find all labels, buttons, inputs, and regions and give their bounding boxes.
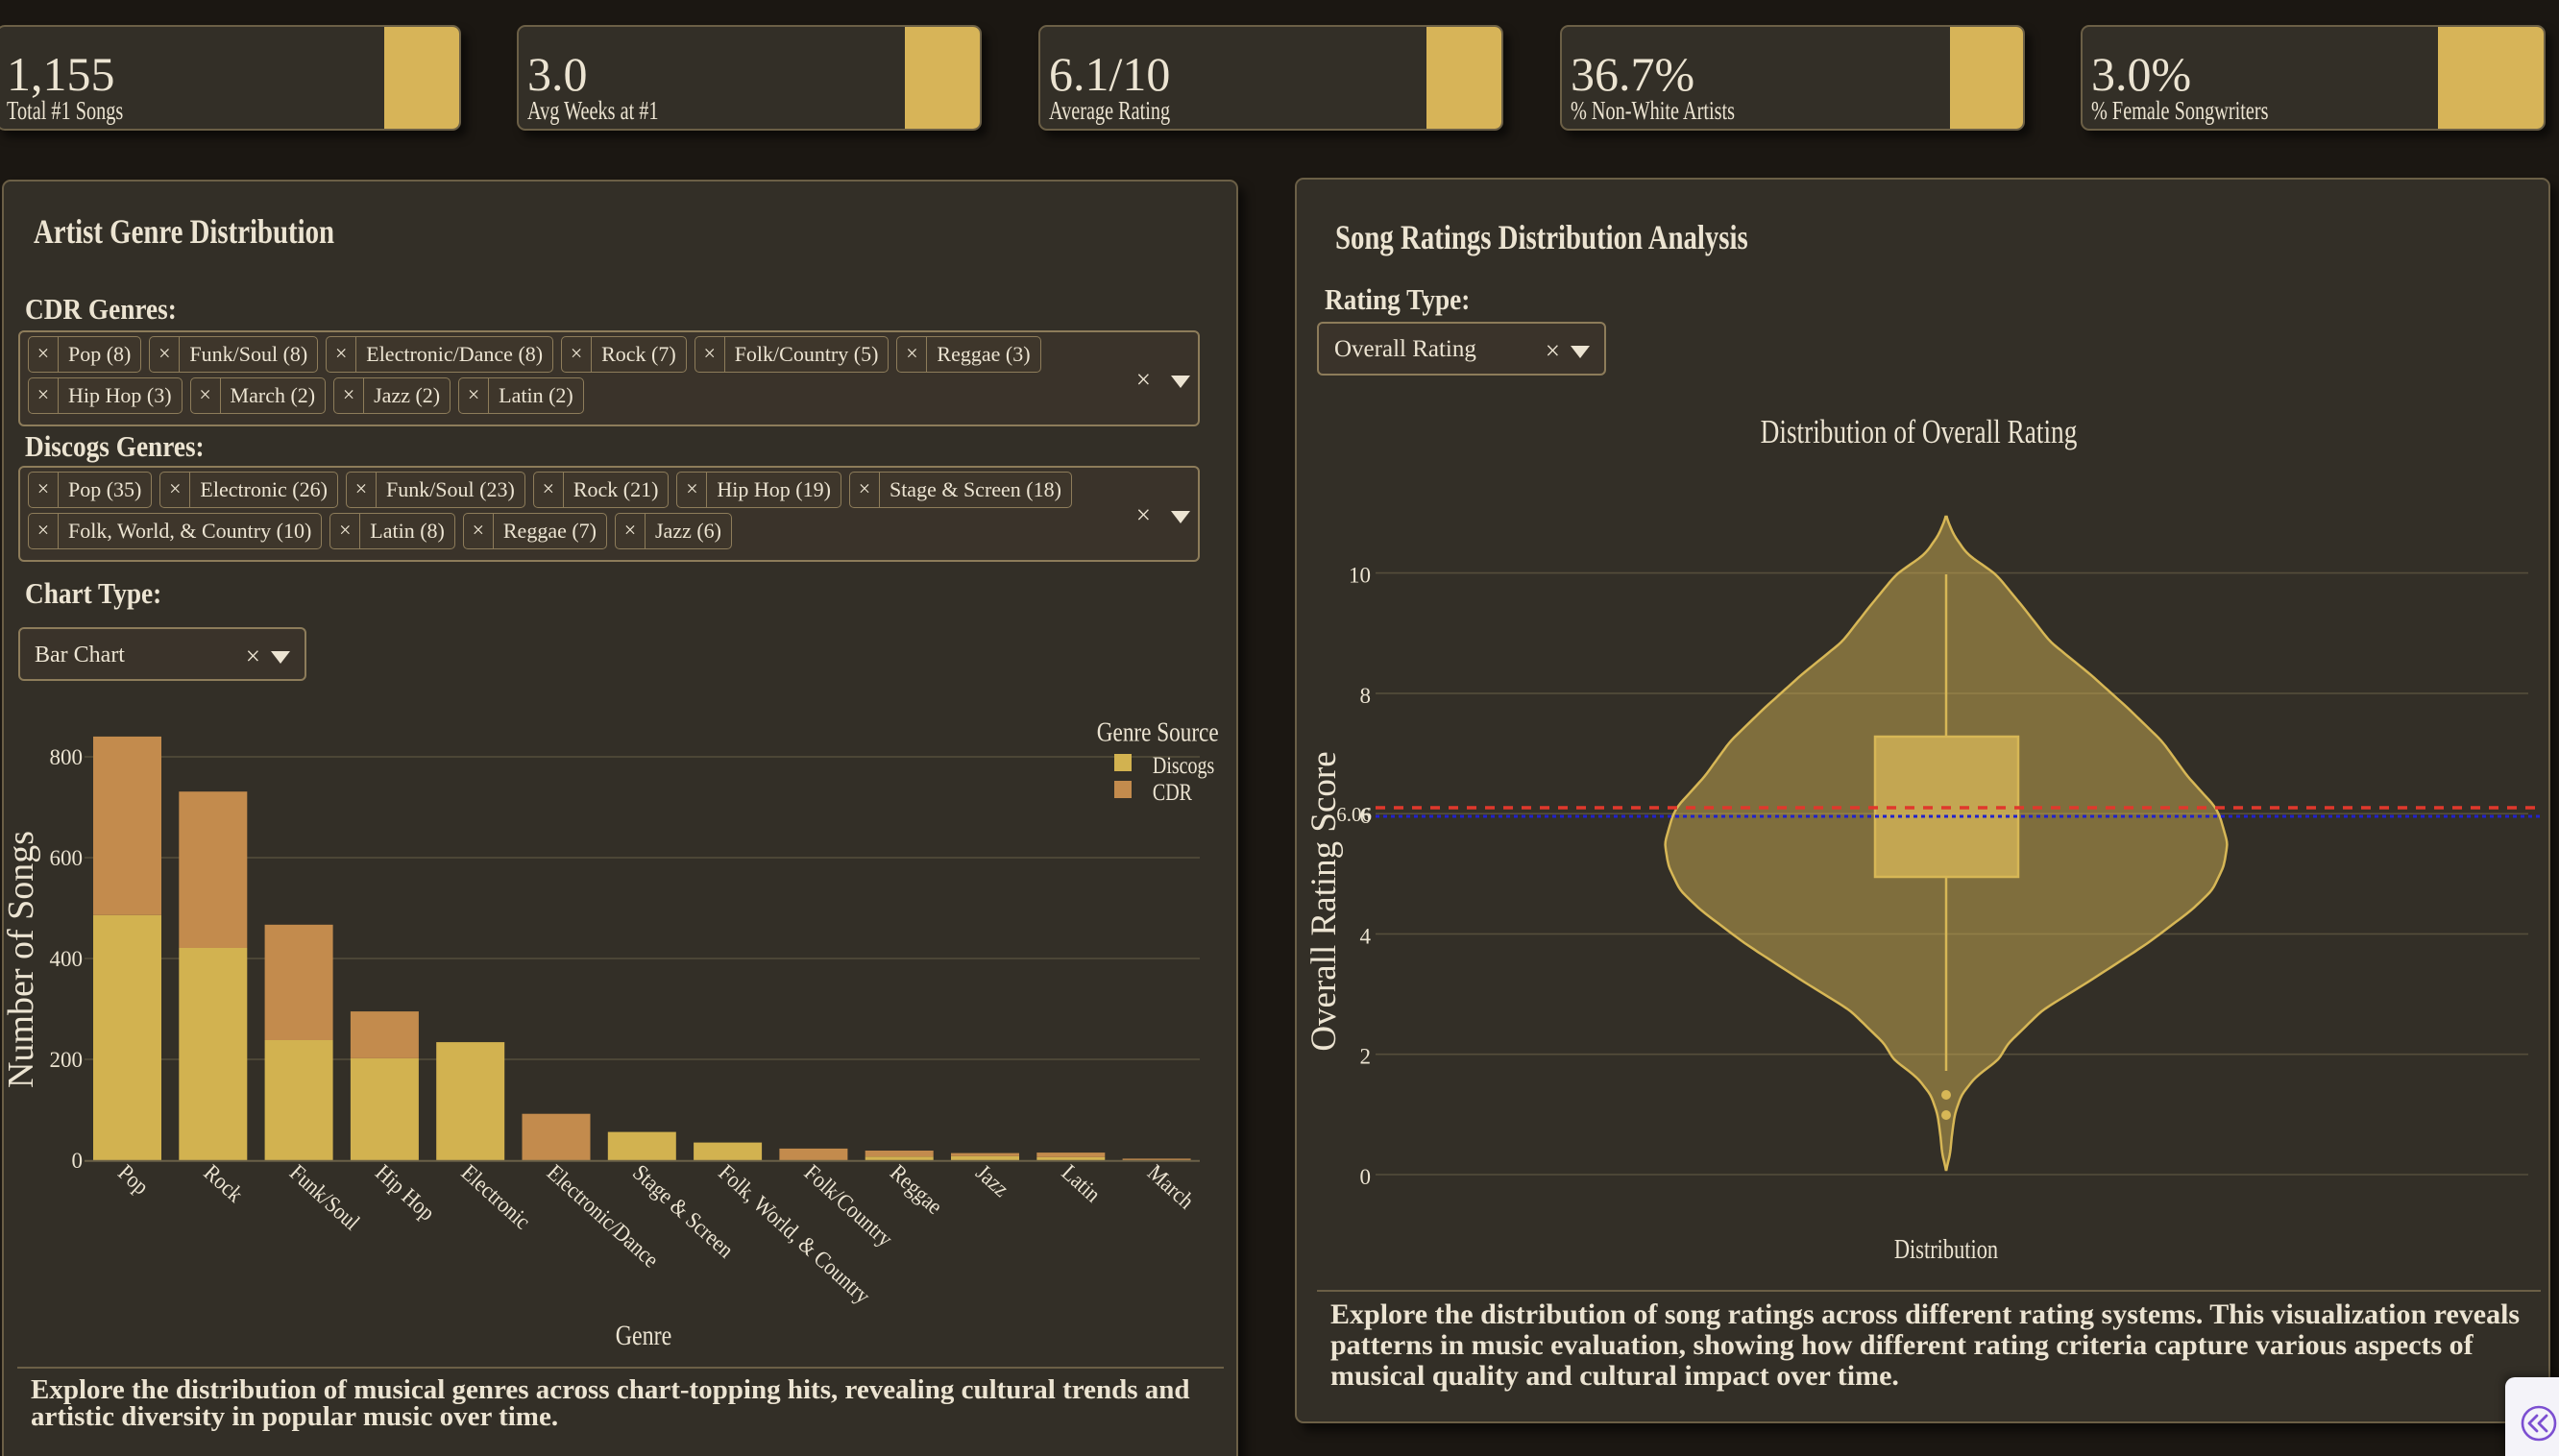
svg-text:400: 400 [50,947,84,971]
svg-text:Reggae: Reggae [886,1159,948,1219]
svg-text:Number of Songs: Number of Songs [4,831,41,1088]
svg-text:Folk, World, & Country: Folk, World, & Country [714,1159,876,1309]
svg-text:Discogs: Discogs [1153,752,1214,779]
svg-text:6.06: 6.06 [1336,803,1372,826]
svg-text:0: 0 [1360,1165,1372,1189]
svg-text:Distribution: Distribution [1894,1235,1999,1265]
svg-text:10: 10 [1349,564,1371,588]
svg-text:Electronic: Electronic [456,1159,535,1234]
svg-text:4: 4 [1360,924,1372,948]
svg-text:800: 800 [50,745,84,769]
svg-text:CDR: CDR [1153,779,1193,806]
svg-text:8: 8 [1360,684,1372,708]
svg-text:March: March [1143,1159,1200,1214]
svg-text:Hip Hop: Hip Hop [371,1159,440,1225]
svg-text:0: 0 [72,1149,84,1173]
svg-text:2: 2 [1360,1045,1372,1069]
svg-text:200: 200 [50,1048,84,1072]
svg-text:Overall Rating Score: Overall Rating Score [1304,751,1344,1051]
svg-text:Genre Source: Genre Source [1097,716,1219,747]
svg-text:Latin: Latin [1057,1159,1106,1207]
svg-text:Pop: Pop [113,1159,154,1200]
svg-text:Jazz: Jazz [971,1159,1014,1201]
svg-text:Genre: Genre [616,1319,672,1350]
svg-text:Distribution of Overall Rating: Distribution of Overall Rating [1761,413,2078,450]
svg-text:6: 6 [1360,804,1372,828]
svg-text:Funk/Soul: Funk/Soul [285,1159,365,1235]
svg-text:Rock: Rock [199,1159,248,1207]
svg-text:600: 600 [50,846,84,870]
